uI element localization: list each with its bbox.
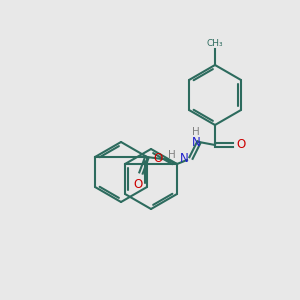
Text: N: N <box>192 136 200 148</box>
Text: O: O <box>236 139 245 152</box>
Text: N: N <box>180 152 189 166</box>
Text: O: O <box>134 178 142 191</box>
Text: H: H <box>168 150 176 160</box>
Text: H: H <box>192 127 200 137</box>
Text: CH₃: CH₃ <box>207 39 223 48</box>
Text: O: O <box>154 152 163 166</box>
